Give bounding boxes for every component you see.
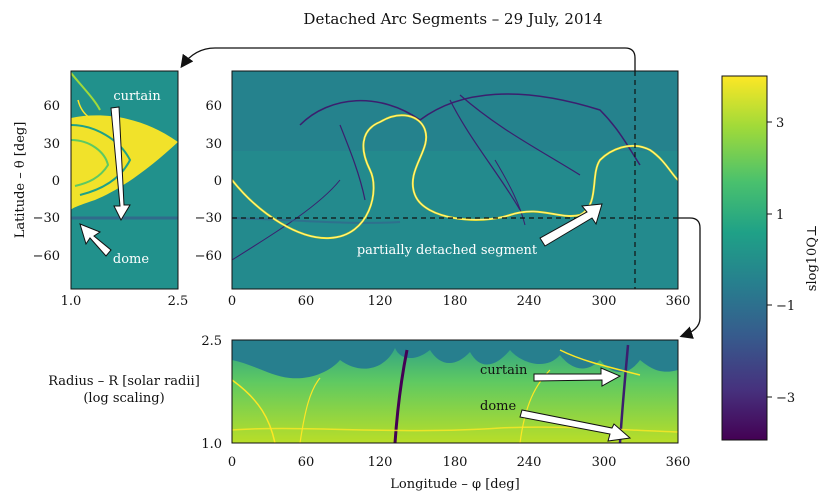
left-xtick: 2.5 <box>168 294 189 309</box>
main-panel-frame <box>231 70 679 290</box>
left-ytick: 60 <box>43 99 60 114</box>
left-panel: curtain dome 60 30 0 −30 −60 1.0 2.5 Lat… <box>13 70 189 309</box>
main-xtick: 240 <box>517 294 542 309</box>
bottom-xtick: 120 <box>368 455 393 470</box>
bottom-panel: curtain dome 2.5 1.0 0 60 120 180 240 30… <box>48 334 690 492</box>
detached-segment-arrow <box>539 203 603 247</box>
left-bright-region <box>71 115 178 210</box>
left-ytick: −60 <box>33 249 60 264</box>
left-ytick: 0 <box>52 174 60 189</box>
main-xtick: 60 <box>298 294 315 309</box>
left-panel-frame <box>70 70 179 290</box>
bottom-xlabel: Longitude – φ [deg] <box>390 477 519 492</box>
main-panel: partially detached segment 60 30 0 −30 −… <box>195 70 691 309</box>
main-panel-background <box>232 71 678 289</box>
left-curtain-label: curtain <box>113 89 161 104</box>
bottom-ytick: 1.0 <box>201 437 222 452</box>
left-curtain-arrow <box>110 106 131 222</box>
bottom-ylabel-line2: (log scaling) <box>83 391 164 406</box>
colorbar-tick: −1 <box>776 299 795 314</box>
bottom-ytick: 2.5 <box>201 334 222 349</box>
connector-to-bottom-panel <box>678 217 701 339</box>
bottom-curtain-arrow <box>533 367 622 387</box>
bottom-upper-region <box>232 340 678 379</box>
bottom-xtick: 180 <box>443 455 468 470</box>
left-ylabel: Latitude – θ [deg] <box>13 122 28 239</box>
colorbar: 3 1 −1 −3 slog10Q⊥ <box>721 75 820 441</box>
bottom-dome-label: dome <box>480 399 516 414</box>
left-ytick: −30 <box>33 211 60 226</box>
main-xtick: 0 <box>228 294 236 309</box>
detached-segment-label: partially detached segment <box>357 243 538 258</box>
main-xtick: 180 <box>443 294 468 309</box>
bottom-dome-arrow <box>519 409 632 442</box>
left-dome-arrow <box>79 223 112 257</box>
colorbar-tick: 3 <box>776 116 784 131</box>
main-ytick: 60 <box>205 99 222 114</box>
figure-title: Detached Arc Segments – 29 July, 2014 <box>303 10 602 28</box>
main-xtick: 120 <box>368 294 393 309</box>
colorbar-label: slog10Q⊥ <box>805 225 820 291</box>
bottom-xtick: 0 <box>228 455 236 470</box>
bottom-curtain-label: curtain <box>480 363 528 378</box>
left-ytick: 30 <box>43 137 60 152</box>
bottom-xtick: 300 <box>592 455 617 470</box>
bottom-xtick: 240 <box>517 455 542 470</box>
left-xtick: 1.0 <box>61 294 82 309</box>
main-ytick: −30 <box>195 211 222 226</box>
main-ytick: −60 <box>195 249 222 264</box>
colorbar-gradient <box>721 75 768 441</box>
bottom-xtick: 60 <box>298 455 315 470</box>
colorbar-tick: 1 <box>776 208 784 223</box>
connector-to-left-panel <box>180 47 636 71</box>
main-ytick: 0 <box>214 174 222 189</box>
main-xtick: 360 <box>666 294 691 309</box>
main-ytick: 30 <box>205 137 222 152</box>
bottom-ylabel-line1: Radius – R [solar radii] <box>48 374 200 389</box>
bottom-panel-frame <box>231 339 679 444</box>
colorbar-tick: −3 <box>776 391 795 406</box>
left-dome-label: dome <box>113 252 149 267</box>
main-heatmap-features <box>232 71 678 289</box>
main-xtick: 300 <box>592 294 617 309</box>
bottom-xtick: 360 <box>666 455 691 470</box>
